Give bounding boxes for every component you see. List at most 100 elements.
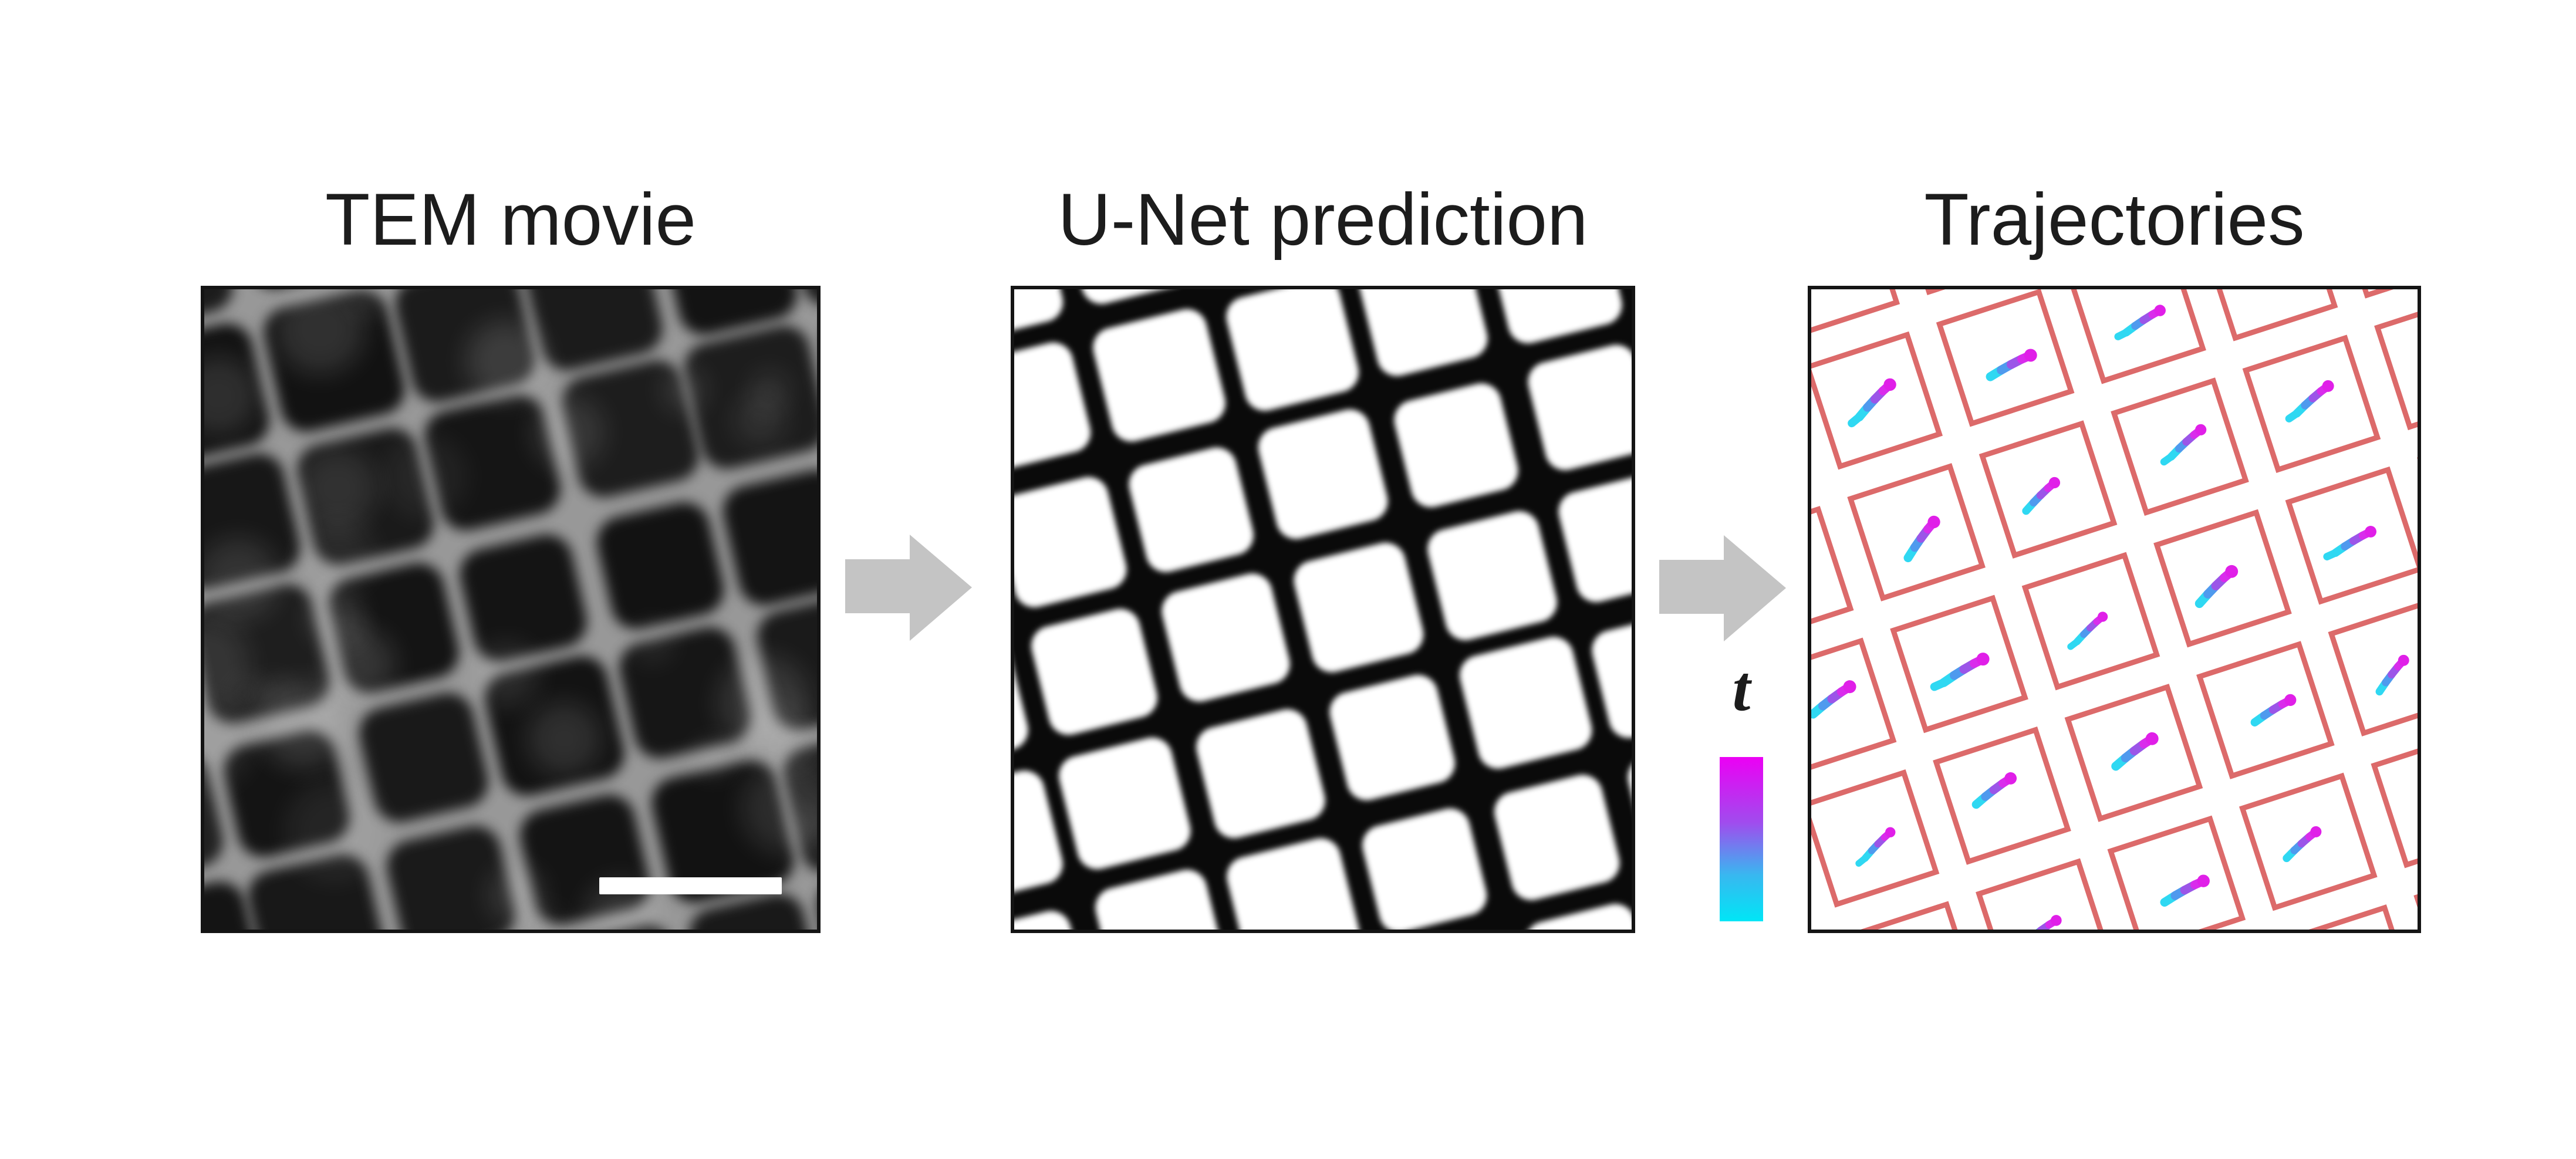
particle-trajectory (2250, 694, 2297, 727)
unit-cell-box (2199, 289, 2338, 342)
lattice-cell (819, 292, 821, 442)
particle-trajectory (1971, 772, 2017, 809)
noise-spot (298, 448, 377, 528)
particle-trajectory (2375, 654, 2409, 696)
lattice-cell (1125, 442, 1258, 576)
lattice-cell (1588, 609, 1632, 742)
unit-cell-box (2196, 641, 2335, 779)
lattice-cell (1014, 906, 1092, 930)
unit-cell-box (1890, 594, 2028, 734)
lattice-cell (1089, 305, 1230, 445)
unit-cell-box (2068, 289, 2206, 384)
unit-cell-box (1844, 901, 1983, 930)
lattice-cell (1358, 803, 1491, 930)
particle-trajectory (2067, 611, 2108, 650)
lattice-cell (1623, 736, 1632, 870)
particle-trajectory (2111, 732, 2159, 771)
noise-spot (734, 394, 786, 446)
noise-spot (778, 727, 817, 772)
lattice-cell (1490, 770, 1624, 904)
arrow-right-icon (845, 535, 972, 641)
noise-spot (465, 321, 545, 400)
lattice-cell (591, 496, 730, 634)
unit-cell-box (2328, 598, 2418, 736)
unit-cell-box (2285, 466, 2418, 605)
lattice-cell (1191, 705, 1329, 843)
lattice-cell (454, 529, 592, 667)
particle-trajectory (2195, 565, 2239, 609)
noise-spot (301, 518, 375, 592)
noise-spot (741, 761, 817, 854)
lattice-cell (1289, 538, 1428, 677)
particle-trajectory (1811, 680, 1856, 719)
lattice-cell (1485, 289, 1626, 347)
panel-title-unet: U-Net prediction (1058, 179, 1588, 261)
trajectories-image (1808, 286, 2421, 933)
noise-spot (632, 621, 674, 663)
lattice-cell (1554, 469, 1632, 607)
lattice-cell (1423, 506, 1561, 644)
unit-cell-box (2374, 292, 2418, 431)
unit-cell-box (1811, 506, 1854, 644)
lattice-cell (717, 464, 817, 610)
unit-cell-box (2153, 509, 2292, 648)
noise-spot (488, 867, 544, 923)
unit-cell-box (2064, 684, 2203, 822)
noise-spot (313, 689, 343, 719)
particle-trajectory (2323, 526, 2376, 560)
particle-trajectory (1986, 349, 2037, 381)
noise-spot (474, 643, 539, 707)
unit-cell-box (1936, 289, 2075, 427)
particle-trajectory (1848, 378, 1896, 428)
arrow-right-icon (1659, 535, 1786, 641)
lattice-cell (1014, 289, 1068, 344)
noise-spot (528, 702, 601, 776)
tem-movie-image (201, 286, 821, 933)
unit-cell-box (2371, 729, 2418, 869)
unit-cell-box (2107, 815, 2246, 930)
noise-spot (384, 435, 468, 518)
noise-spot (532, 397, 605, 468)
noise-spot (258, 677, 289, 708)
trajectories-plot (1811, 289, 2418, 930)
unit-cell-box (2021, 552, 2160, 691)
lattice-cell (1325, 670, 1460, 805)
noise-spot (275, 289, 364, 374)
unit-cell-box (1933, 727, 2071, 865)
noise-spot (750, 370, 790, 410)
noise-spot (696, 741, 731, 775)
unit-cell-box (2281, 904, 2418, 930)
unit-cell-box (1976, 858, 2114, 930)
noise-spot (204, 538, 279, 620)
noise-spot (663, 369, 706, 411)
lattice-cell (1014, 337, 1095, 474)
lattice-cell (1455, 632, 1596, 773)
noise-spot (744, 699, 814, 769)
particle-trajectory (1855, 827, 1896, 867)
unit-cell-box (1811, 289, 1900, 338)
noise-spot (326, 630, 395, 698)
lattice-cell (1355, 289, 1492, 380)
lattice-cell (1055, 732, 1195, 873)
lattice-cell (1014, 634, 1032, 772)
lattice-cell (1091, 865, 1230, 930)
lattice-cell (1014, 472, 1131, 611)
noise-spot (790, 809, 817, 844)
unit-cell-box (1811, 637, 1897, 776)
time-colorbar-label: t (1732, 653, 1751, 724)
particle-trajectory (2114, 305, 2166, 340)
unit-cell-box (1979, 420, 2118, 559)
noise-spot (285, 781, 384, 881)
particle-trajectory (1903, 515, 1940, 563)
particle-trajectory (2029, 915, 2062, 930)
lattice-cell (1521, 899, 1632, 930)
particle-trajectory (1930, 653, 1990, 691)
lattice-cell (1523, 340, 1632, 475)
unit-cell-box (1893, 289, 2032, 295)
particle-trajectory (2160, 874, 2210, 907)
noise-spot (228, 676, 264, 712)
noise-spot (329, 611, 370, 651)
lattice-cell (1221, 289, 1363, 415)
unit-cell-box (2331, 289, 2418, 299)
